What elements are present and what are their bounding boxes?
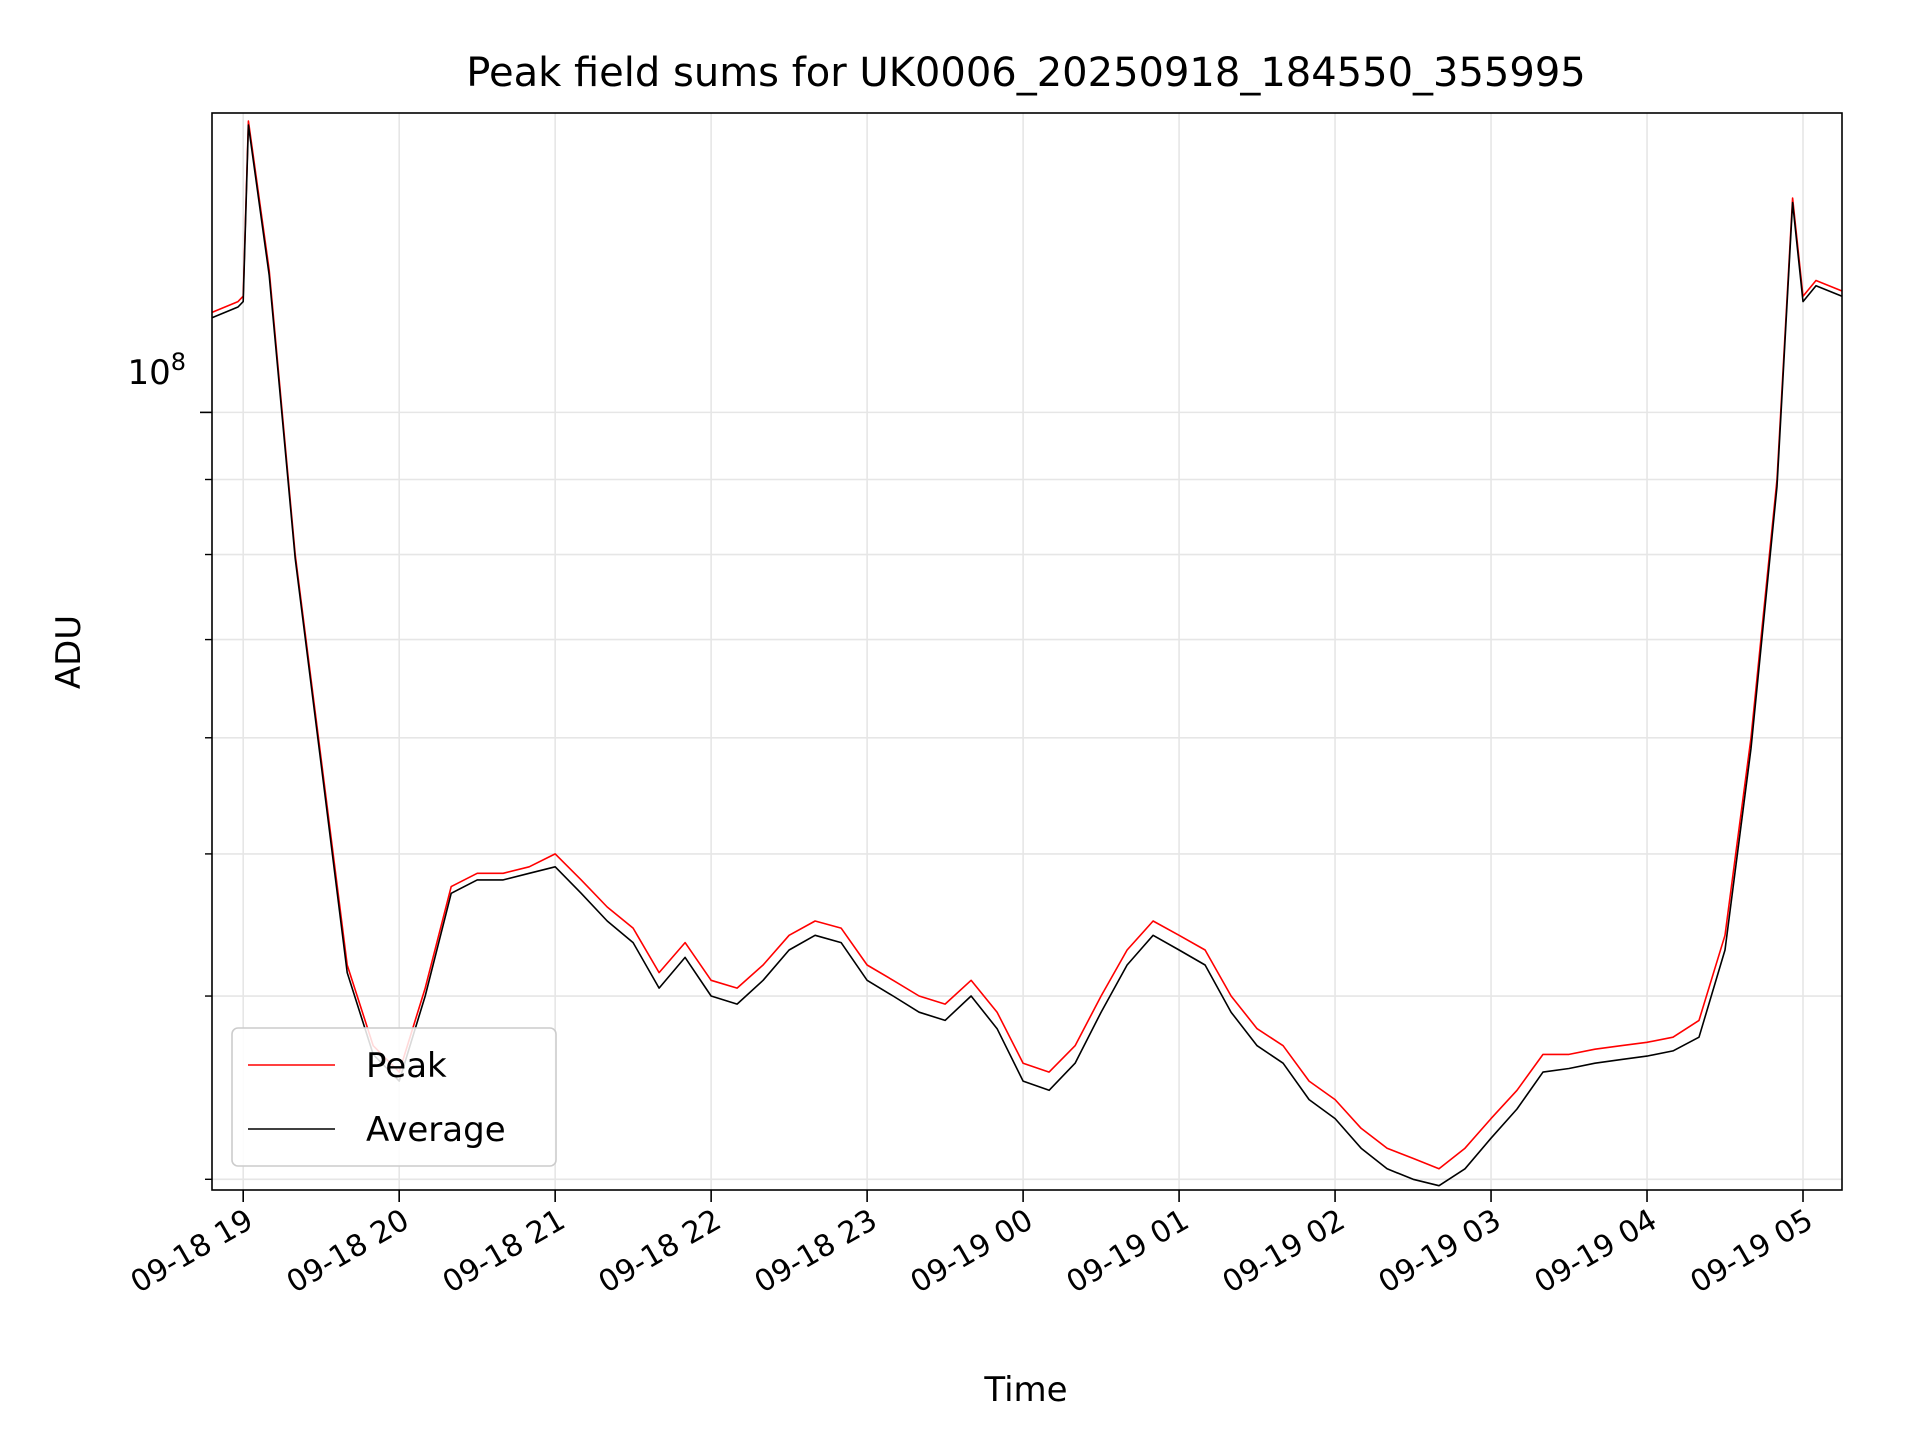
y-axis-label: ADU — [49, 615, 89, 689]
y-tick-label-exponent: 8 — [171, 348, 186, 376]
series-line-average — [211, 124, 1843, 1187]
y-axis-ticks — [200, 411, 212, 1180]
y-tick-label-base: 10 — [127, 353, 170, 393]
plot-frame — [211, 112, 1843, 1191]
series-lines — [211, 120, 1843, 1187]
chart-title: Peak field sums for UK0006_20250918_1845… — [466, 50, 1585, 96]
series-line-peak — [211, 120, 1843, 1170]
grid — [212, 113, 1842, 1190]
x-axis-label: Time — [983, 1370, 1067, 1410]
legend-label-average: Average — [366, 1110, 506, 1150]
legend-label-peak: Peak — [366, 1046, 447, 1086]
legend: Peak Average — [231, 1027, 557, 1167]
legend-box — [231, 1027, 557, 1167]
y-tick-label-1e8: 108 — [127, 348, 186, 393]
